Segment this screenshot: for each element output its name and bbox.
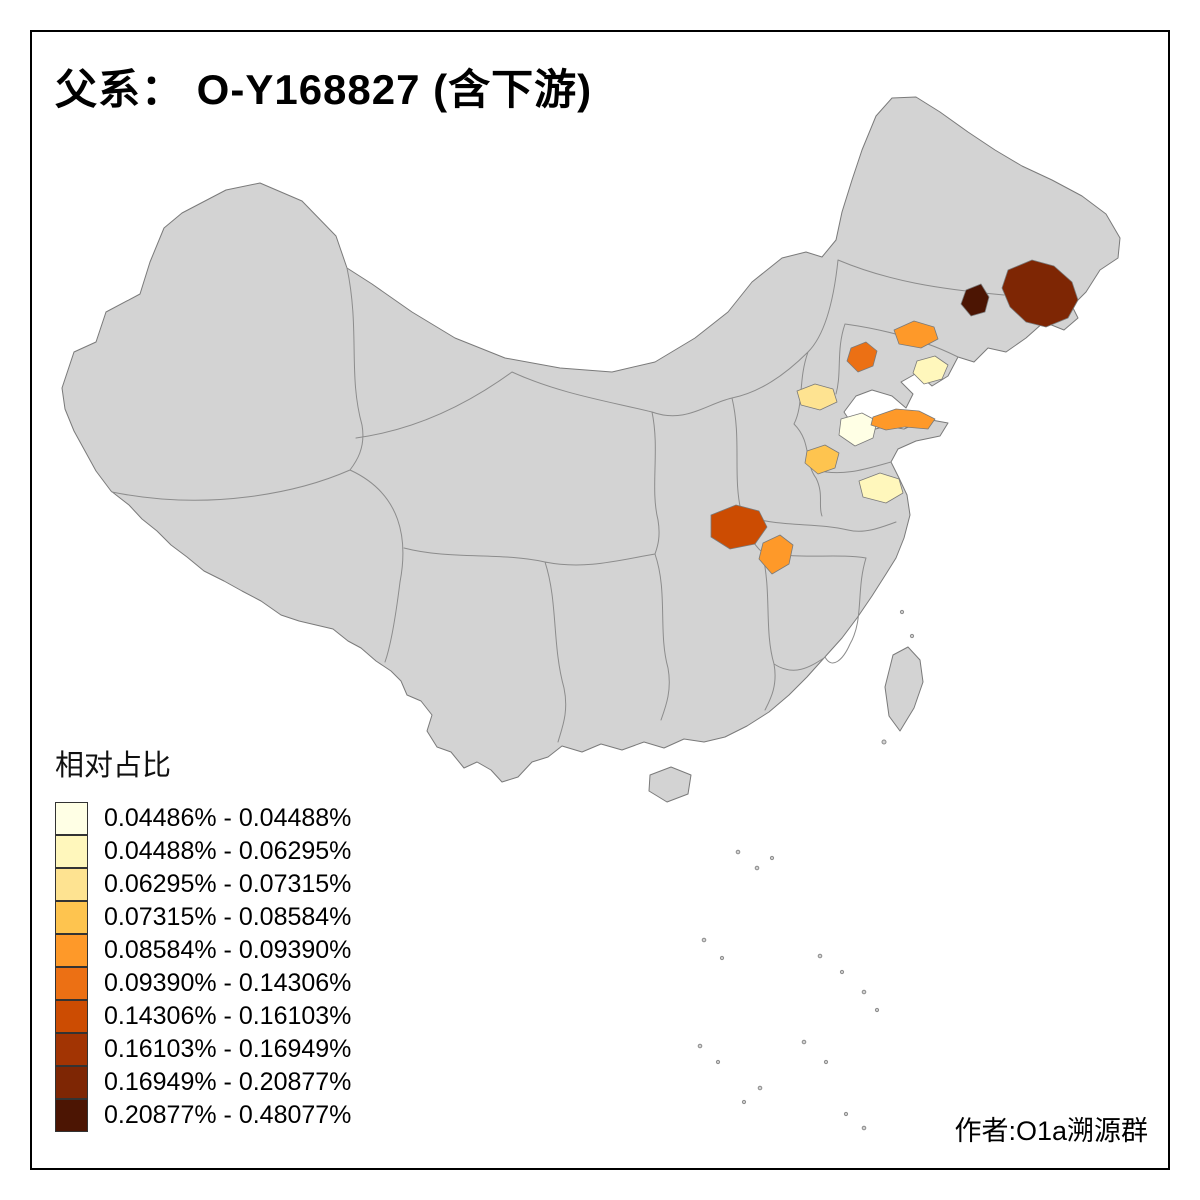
legend-row: 0.09390% - 0.14306% [55, 967, 351, 1000]
legend-label: 0.04486% - 0.04488% [104, 804, 352, 832]
legend-row: 0.20877% - 0.48077% [55, 1099, 351, 1132]
legend-label: 0.16949% - 0.20877% [104, 1068, 352, 1096]
region-shandong-northwest [838, 412, 878, 447]
legend-label: 0.14306% - 0.16103% [104, 1002, 352, 1030]
legend-title: 相对占比 [55, 750, 172, 782]
legend-entries: 0.04486% - 0.04488% 0.04488% - 0.06295% 0.… [55, 802, 351, 1132]
region-northeast-small-darkest [960, 283, 990, 317]
region-liaoning-north [893, 320, 939, 349]
legend-row: 0.16949% - 0.20877% [55, 1066, 351, 1099]
region-henan-east [804, 444, 840, 475]
legend-swatch [55, 901, 88, 934]
attribution-text: 作者:O1a溯源群 [954, 1116, 1148, 1146]
legend-swatch [55, 1099, 88, 1132]
south-china-sea-islets [697, 609, 915, 1131]
legend-swatch [55, 868, 88, 901]
hainan-island [648, 766, 692, 803]
region-northeast-large-dark [1001, 259, 1079, 328]
taiwan-island [884, 646, 924, 732]
legend-label: 0.04488% - 0.06295% [104, 837, 352, 865]
legend-swatch [55, 967, 88, 1000]
legend: 相对占比 0.04486% - 0.04488% 0.04488% - 0.062… [55, 742, 351, 1132]
legend-row: 0.07315% - 0.08584% [55, 901, 351, 934]
legend-label: 0.09390% - 0.14306% [104, 969, 352, 997]
legend-swatch [55, 934, 88, 967]
region-liaodong-peninsula [912, 355, 949, 385]
region-shaanxi-south [710, 504, 768, 550]
legend-row: 0.04486% - 0.04488% [55, 802, 351, 835]
legend-label: 0.07315% - 0.08584% [104, 903, 352, 931]
outer-border-frame [30, 30, 1170, 1170]
legend-swatch [55, 1066, 88, 1099]
legend-label: 0.08584% - 0.09390% [104, 936, 352, 964]
legend-row: 0.08584% - 0.09390% [55, 934, 351, 967]
legend-row: 0.16103% - 0.16949% [55, 1033, 351, 1066]
china-mainland [61, 96, 1121, 783]
legend-label: 0.06295% - 0.07315% [104, 870, 352, 898]
legend-label: 0.16103% - 0.16949% [104, 1035, 352, 1063]
legend-row: 0.04488% - 0.06295% [55, 835, 351, 868]
legend-row: 0.14306% - 0.16103% [55, 1000, 351, 1033]
legend-swatch [55, 1033, 88, 1066]
legend-swatch [55, 802, 88, 835]
region-hubei-west [758, 534, 794, 575]
legend-swatch [55, 1000, 88, 1033]
legend-swatch [55, 835, 88, 868]
region-jiangsu-north [858, 472, 904, 504]
legend-label: 0.20877% - 0.48077% [104, 1101, 352, 1129]
page-title: 父系： O-Y168827 (含下游) [55, 66, 593, 113]
region-hebei-light [796, 383, 838, 411]
region-liaoning-west [846, 341, 878, 373]
legend-row: 0.06295% - 0.07315% [55, 868, 351, 901]
region-shandong-peninsula [870, 408, 936, 431]
